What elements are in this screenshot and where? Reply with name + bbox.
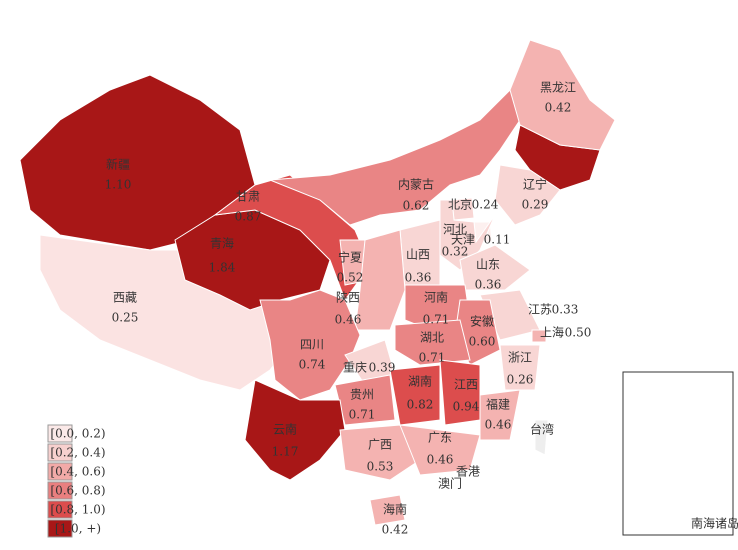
province-value: 0.46 xyxy=(427,453,454,467)
inset-frame xyxy=(622,371,734,536)
province-value: 0.24 xyxy=(472,198,499,212)
legend-label: [0.2, 0.4) xyxy=(50,446,105,460)
province-shape xyxy=(399,424,481,476)
province-shape xyxy=(494,164,561,226)
province-shape xyxy=(531,329,547,343)
legend-swatch xyxy=(47,443,73,462)
province-name: 广西 xyxy=(368,438,392,452)
province-name: 新疆 xyxy=(106,157,130,172)
legend-swatch xyxy=(47,481,73,500)
province-name: 西藏 xyxy=(113,291,137,305)
legend-swatch xyxy=(47,519,73,538)
province-name: 宁夏 xyxy=(338,250,362,265)
province-value: 0.53 xyxy=(367,460,394,474)
province-name: 湖南 xyxy=(408,374,432,389)
province-shape xyxy=(339,424,421,481)
legend: [0.0, 0.2) [0.2, 0.4) [0.4, 0.6) [0.6, 0.8)… xyxy=(47,424,106,538)
province-name: 江西 xyxy=(454,378,478,392)
province-value: 0.94 xyxy=(453,400,480,414)
province-shape xyxy=(479,389,521,441)
province-value: 0.46 xyxy=(485,418,512,432)
province-value: 0.71 xyxy=(419,351,446,365)
province-value: 0.25 xyxy=(112,311,139,325)
regions xyxy=(19,39,616,526)
legend-swatch xyxy=(47,462,73,481)
province-name: 福建 xyxy=(486,397,510,412)
province-name: 湖北 xyxy=(420,330,444,345)
province-value: 0.82 xyxy=(407,398,434,412)
province-value: 0.60 xyxy=(469,335,496,349)
province-value: 1.84 xyxy=(209,261,236,275)
place-name: 澳门 xyxy=(438,476,462,491)
place-name: 台湾 xyxy=(530,422,554,437)
province-name: 北京 xyxy=(448,198,472,212)
province-shape xyxy=(439,199,496,271)
province-name: 重庆 xyxy=(343,361,367,375)
province-value: 0.26 xyxy=(507,373,534,387)
province-name: 云南 xyxy=(273,422,297,437)
province-name: 山西 xyxy=(406,248,430,262)
legend-label: [0.0, 0.2) xyxy=(50,427,105,441)
legend-swatch xyxy=(47,424,73,443)
province-value: 0.87 xyxy=(235,210,262,224)
province-value: 0.71 xyxy=(423,313,450,327)
province-value: 0.11 xyxy=(484,233,511,247)
province-value: 0.46 xyxy=(335,313,362,327)
legend-label: [0.6, 0.8) xyxy=(50,484,105,498)
province-name: 内蒙古 xyxy=(398,177,434,192)
province-name: 甘肃 xyxy=(236,190,260,204)
province-value: 0.62 xyxy=(403,199,430,213)
place-name: 南海诸岛 xyxy=(691,516,738,531)
province-value: 0.32 xyxy=(442,245,469,259)
province-name: 贵州 xyxy=(350,388,374,402)
province-name: 四川 xyxy=(300,338,324,352)
province-name: 河北 xyxy=(443,223,467,237)
province-name: 广东 xyxy=(428,431,452,445)
province-value: 0.39 xyxy=(369,361,396,375)
legend-label: [0.4, 0.6) xyxy=(50,465,105,479)
province-name: 天津 xyxy=(451,233,475,247)
province-name: 辽宁 xyxy=(523,177,547,192)
province-value: 1.17 xyxy=(272,445,299,459)
province-name: 江苏 xyxy=(528,303,552,317)
province-value: 0.36 xyxy=(405,271,432,285)
province-value: 0.29 xyxy=(522,198,549,212)
province-value: 0.50 xyxy=(565,326,592,340)
province-name: 陕西 xyxy=(336,290,360,305)
province-shape xyxy=(499,344,541,391)
province-shape xyxy=(369,494,406,526)
taiwan-shape xyxy=(534,419,549,456)
province-name: 黑龙江 xyxy=(540,81,576,95)
province-value: 0.42 xyxy=(382,523,409,537)
province-name: 安徽 xyxy=(470,314,494,329)
legend-label: [1.0, +) xyxy=(55,522,101,536)
province-shape xyxy=(439,359,481,426)
province-shape xyxy=(244,379,346,481)
province-value: 0.36 xyxy=(475,278,502,292)
legend-label: [0.8, 1.0) xyxy=(50,503,105,517)
province-name: 浙江 xyxy=(508,351,532,365)
province-value: 0.33 xyxy=(552,303,579,317)
province-shape xyxy=(509,39,616,151)
place-name: 香港 xyxy=(456,465,480,479)
province-name: 山东 xyxy=(476,258,500,272)
legend-swatch xyxy=(47,500,73,519)
province-value: 0.52 xyxy=(337,271,364,285)
province-name: 海南 xyxy=(383,502,407,517)
province-name: 青海 xyxy=(210,236,234,251)
province-name: 上海 xyxy=(540,325,564,340)
province-name: 河南 xyxy=(424,290,448,305)
province-value: 0.42 xyxy=(545,101,572,115)
province-shape xyxy=(389,364,441,426)
province-value: 1.10 xyxy=(105,178,132,192)
labels: 新疆 1.10 西藏 0.25 青海 1.84 甘肃 0.87 内蒙古 0.62 黑龙江 0.42 辽宁… xyxy=(105,81,738,537)
province-value: 0.71 xyxy=(349,408,376,422)
province-value: 0.74 xyxy=(299,358,326,372)
